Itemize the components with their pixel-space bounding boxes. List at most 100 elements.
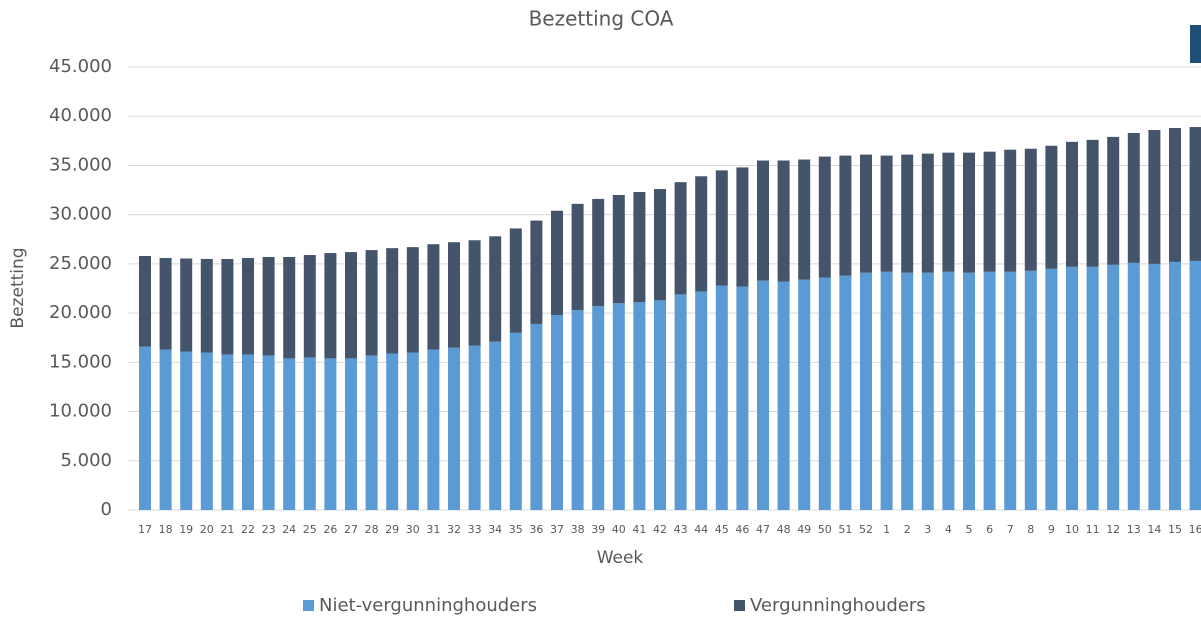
- bar-segment: [303, 255, 316, 358]
- bar-segment: [427, 349, 440, 510]
- bar-segment: [1086, 266, 1099, 510]
- bar-segment: [509, 228, 522, 333]
- bar-segment: [839, 155, 852, 276]
- bar-segment: [1189, 127, 1201, 261]
- corner-decoration: [1190, 25, 1201, 63]
- x-tick-label: 49: [797, 523, 811, 536]
- bar-segment: [283, 358, 296, 510]
- x-tick-label: 46: [735, 523, 749, 536]
- x-tick-label: 29: [385, 523, 399, 536]
- bar-segment: [1127, 262, 1140, 510]
- bar-segment: [592, 306, 605, 510]
- bar-segment: [406, 247, 419, 353]
- bar-segment: [1169, 261, 1181, 510]
- bar-segment: [303, 357, 316, 510]
- x-tick-label: 38: [571, 523, 585, 536]
- bar-segment: [715, 170, 728, 286]
- bar-segment: [901, 272, 914, 510]
- bar-segment: [386, 353, 399, 510]
- bar-segment: [757, 160, 769, 281]
- bar-segment: [221, 354, 234, 510]
- bar-segment: [1169, 128, 1181, 262]
- bar-segment: [777, 160, 790, 282]
- bar-segment: [221, 258, 234, 355]
- bar-segment: [757, 280, 769, 510]
- legend-swatch: [303, 600, 314, 611]
- bar-segment: [1066, 266, 1078, 510]
- x-tick-label: 13: [1127, 523, 1141, 536]
- legend-label: Vergunninghouders: [750, 595, 926, 616]
- bar-segment: [571, 310, 584, 510]
- y-tick-label: 10.000: [49, 401, 112, 422]
- bar-segment: [551, 210, 563, 316]
- bar-segment: [1045, 268, 1058, 510]
- x-tick-label: 19: [179, 523, 193, 536]
- x-tick-label: 22: [241, 523, 255, 536]
- bar-segment: [1107, 264, 1120, 510]
- bar-segment: [963, 272, 975, 510]
- bar-segment: [571, 203, 584, 311]
- bar-segment: [674, 182, 687, 295]
- bar-segment: [345, 252, 357, 359]
- bar-segment: [839, 275, 852, 510]
- bar-segment: [1148, 130, 1161, 264]
- bar-segment: [468, 240, 481, 346]
- x-tick-label: 42: [653, 523, 667, 536]
- x-tick-label: 48: [777, 523, 791, 536]
- x-tick-label: 3: [924, 523, 931, 536]
- bar-segment: [1189, 260, 1201, 510]
- x-tick-label: 39: [591, 523, 605, 536]
- y-axis-label: Bezetting: [8, 247, 28, 328]
- bar-segment: [715, 285, 728, 510]
- bar-segment: [818, 277, 831, 510]
- bar-segment: [200, 352, 213, 510]
- bar-segment: [159, 257, 172, 350]
- y-tick-label: 15.000: [49, 351, 112, 372]
- bar-segment: [180, 351, 193, 510]
- bar-segment: [942, 271, 955, 510]
- bar-segment: [1107, 136, 1120, 265]
- x-tick-label: 10: [1065, 523, 1079, 536]
- bar-segment: [612, 194, 625, 304]
- bar-segment: [880, 155, 893, 272]
- x-tick-label: 15: [1168, 523, 1182, 536]
- x-tick-label: 5: [966, 523, 973, 536]
- bar-segment: [921, 153, 934, 273]
- x-tick-label: 36: [529, 523, 543, 536]
- x-tick-label: 23: [262, 523, 276, 536]
- x-tick-label: 32: [447, 523, 461, 536]
- bar-segment: [880, 271, 893, 510]
- bar-segment: [860, 272, 872, 510]
- x-tick-label: 17: [138, 523, 152, 536]
- bar-segment: [180, 258, 193, 352]
- bar-segment: [448, 242, 460, 348]
- x-tick-label: 24: [282, 523, 296, 536]
- bar-segment: [798, 159, 811, 280]
- x-tick-label: 35: [509, 523, 523, 536]
- x-tick-label: 40: [612, 523, 626, 536]
- bar-segment: [1024, 270, 1037, 510]
- bar-segment: [818, 156, 831, 278]
- bar-segment: [1004, 149, 1017, 272]
- x-tick-label: 50: [818, 523, 832, 536]
- bar-segment: [386, 248, 399, 354]
- x-tick-label: 44: [694, 523, 708, 536]
- y-tick-label: 5.000: [60, 450, 112, 471]
- x-tick-label: 14: [1147, 523, 1161, 536]
- x-tick-label: 34: [488, 523, 502, 536]
- bar-segment: [963, 152, 975, 273]
- bar-segment: [242, 354, 254, 510]
- bar-segment: [242, 257, 254, 355]
- x-tick-label: 18: [159, 523, 173, 536]
- y-tick-label: 45.000: [49, 56, 112, 77]
- bar-segment: [365, 355, 378, 510]
- x-tick-label: 41: [632, 523, 646, 536]
- bar-segment: [860, 154, 872, 273]
- x-tick-label: 33: [468, 523, 482, 536]
- x-tick-label: 52: [859, 523, 873, 536]
- y-tick-label: 20.000: [49, 302, 112, 323]
- y-tick-label: 30.000: [49, 204, 112, 225]
- bar-segment: [798, 279, 811, 510]
- x-tick-label: 45: [715, 523, 729, 536]
- bar-segment: [736, 286, 749, 510]
